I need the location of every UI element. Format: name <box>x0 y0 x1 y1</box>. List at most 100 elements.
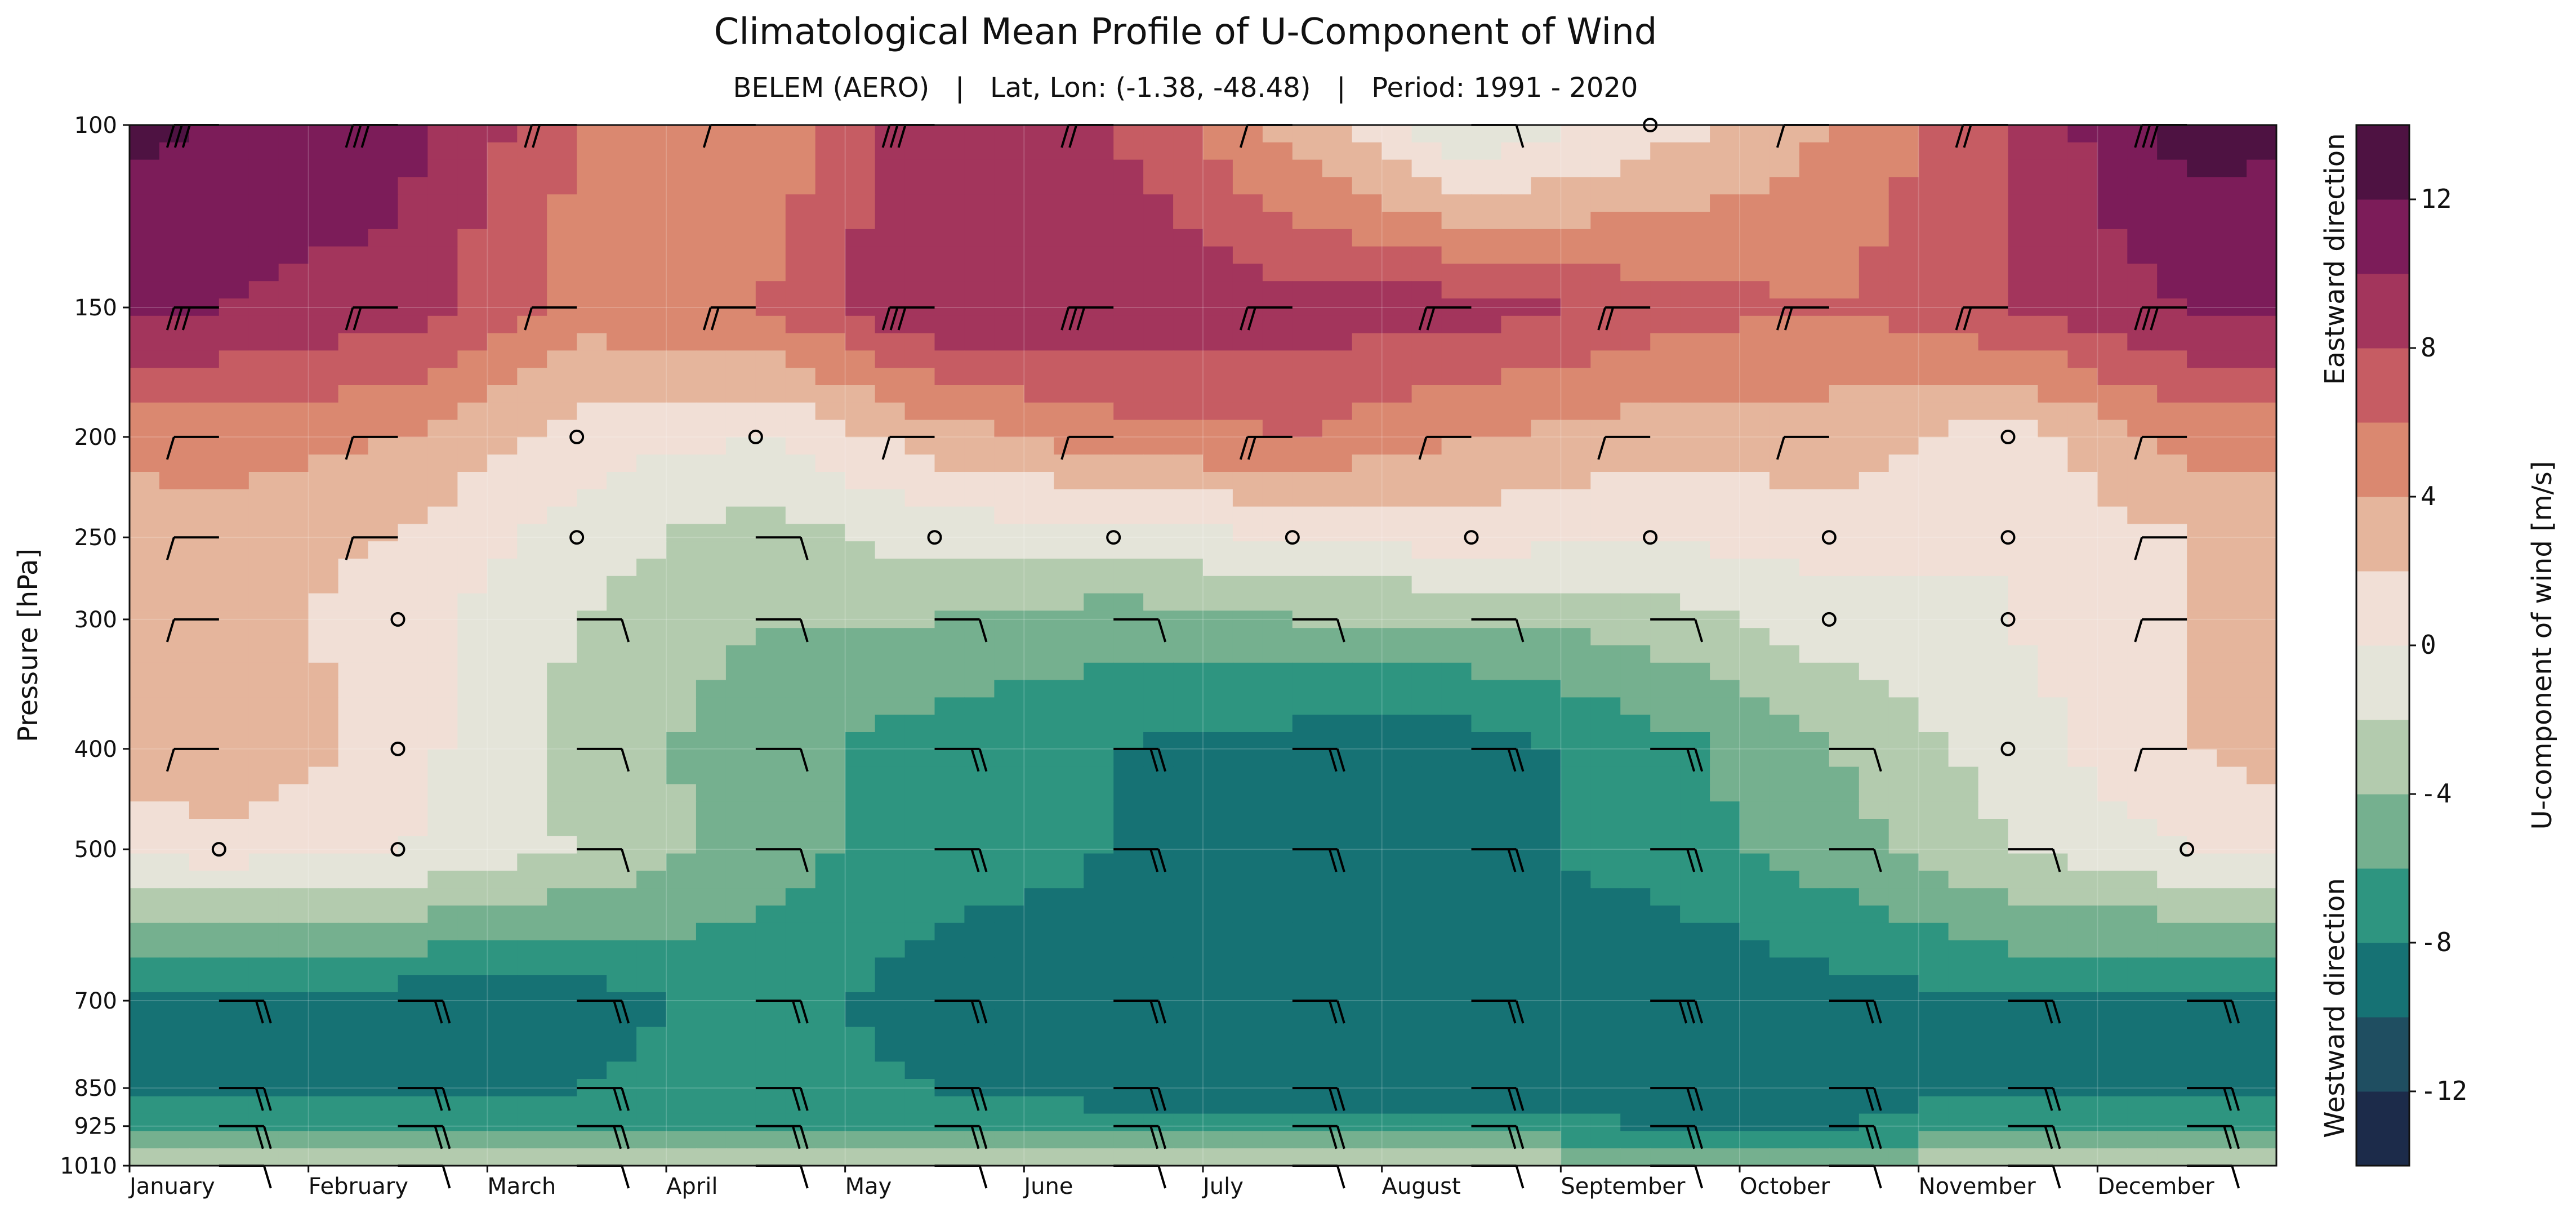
field-cell <box>2127 593 2158 612</box>
field-cell <box>2217 454 2247 472</box>
calm-marker <box>1285 530 1300 545</box>
field-cell <box>2157 159 2187 178</box>
field-cell <box>1411 871 1442 889</box>
field-cell <box>1352 368 1383 386</box>
field-cell <box>1561 957 1591 975</box>
field-cell <box>457 992 488 1010</box>
field-cell <box>636 836 667 854</box>
field-cell <box>1799 853 1830 872</box>
field-cell <box>1859 819 1889 837</box>
field-cell <box>1859 1148 1889 1166</box>
field-cell <box>845 662 876 681</box>
field-cell <box>577 853 607 872</box>
field-cell <box>1143 628 1174 646</box>
field-cell <box>1262 801 1293 819</box>
field-cell <box>1471 1113 1502 1132</box>
field-cell <box>1740 437 1770 455</box>
field-cell <box>2157 1079 2187 1097</box>
field-cell <box>368 437 399 455</box>
field-cell <box>2038 212 2069 230</box>
field-cell <box>1740 194 1770 212</box>
field-cell <box>278 333 309 351</box>
field-cell <box>577 819 607 837</box>
field-cell <box>1054 246 1084 265</box>
field-cell <box>1352 489 1383 507</box>
field-cell <box>457 749 488 768</box>
field-cell <box>2247 801 2276 819</box>
field-cell <box>278 402 309 421</box>
field-cell <box>636 559 667 577</box>
field-cell <box>1084 212 1114 230</box>
field-cell <box>398 593 429 612</box>
field-cell <box>1769 732 1800 750</box>
field-cell <box>607 871 637 889</box>
field-cell <box>1888 350 1919 368</box>
field-cell <box>1650 489 1681 507</box>
field-cell <box>547 1148 577 1166</box>
field-cell <box>1978 246 2009 265</box>
field-cell <box>1262 541 1293 559</box>
field-cell <box>487 593 518 612</box>
field-cell <box>159 472 190 490</box>
field-cell <box>1084 368 1114 386</box>
field-cell <box>1262 281 1293 299</box>
field-cell <box>1918 506 1949 525</box>
field-cell <box>2157 1009 2187 1028</box>
field-cell <box>636 1148 667 1166</box>
wind-barb <box>577 747 630 772</box>
field-cell <box>487 559 518 577</box>
field-cell <box>904 212 935 230</box>
field-cell <box>1173 212 1204 230</box>
field-cell <box>845 368 876 386</box>
field-cell <box>2127 454 2158 472</box>
field-cell <box>1232 333 1263 351</box>
field-cell <box>934 402 965 421</box>
field-cell <box>1888 368 1919 386</box>
field-cell <box>1829 645 1860 663</box>
field-cell <box>1888 489 1919 507</box>
field-cell <box>1441 662 1472 681</box>
field-cell <box>1262 142 1293 160</box>
field-cell <box>1113 662 1144 681</box>
field-cell <box>577 732 607 750</box>
field-cell <box>517 454 547 472</box>
field-cell <box>964 662 995 681</box>
field-cell <box>1084 350 1114 368</box>
field-cell <box>1531 784 1562 802</box>
field-cell <box>487 212 518 230</box>
field-cell <box>547 333 577 351</box>
field-cell <box>875 1148 906 1166</box>
field-cell <box>2247 922 2276 941</box>
field-cell <box>1441 1148 1472 1166</box>
field-cell <box>1054 264 1084 282</box>
field-cell <box>875 888 906 906</box>
field-cell <box>1829 801 1860 819</box>
field-cell <box>1948 871 1979 889</box>
field-cell <box>666 229 697 247</box>
field-cell <box>338 385 369 403</box>
field-cell <box>1173 472 1204 490</box>
field-cell <box>1590 975 1621 993</box>
field-cell <box>368 281 399 299</box>
field-cell <box>1411 246 1442 265</box>
field-cell <box>815 645 846 663</box>
field-cell <box>547 715 577 733</box>
field-cell <box>2127 1044 2158 1062</box>
field-cell <box>1531 212 1562 230</box>
field-cell <box>1590 801 1621 819</box>
field-cell <box>1352 645 1383 663</box>
field-cell <box>1829 281 1860 299</box>
field-cell <box>1203 1148 1233 1166</box>
field-cell <box>1888 194 1919 212</box>
field-cell <box>1859 524 1889 542</box>
field-cell <box>2038 784 2069 802</box>
field-cell <box>1143 645 1174 663</box>
field-cell <box>1173 1027 1204 1045</box>
wind-barb <box>1113 848 1167 872</box>
field-cell <box>487 125 518 143</box>
field-cell <box>636 489 667 507</box>
field-cell <box>1084 142 1114 160</box>
field-cell <box>2187 402 2217 421</box>
field-cell <box>1501 715 1532 733</box>
field-cell <box>427 922 458 941</box>
